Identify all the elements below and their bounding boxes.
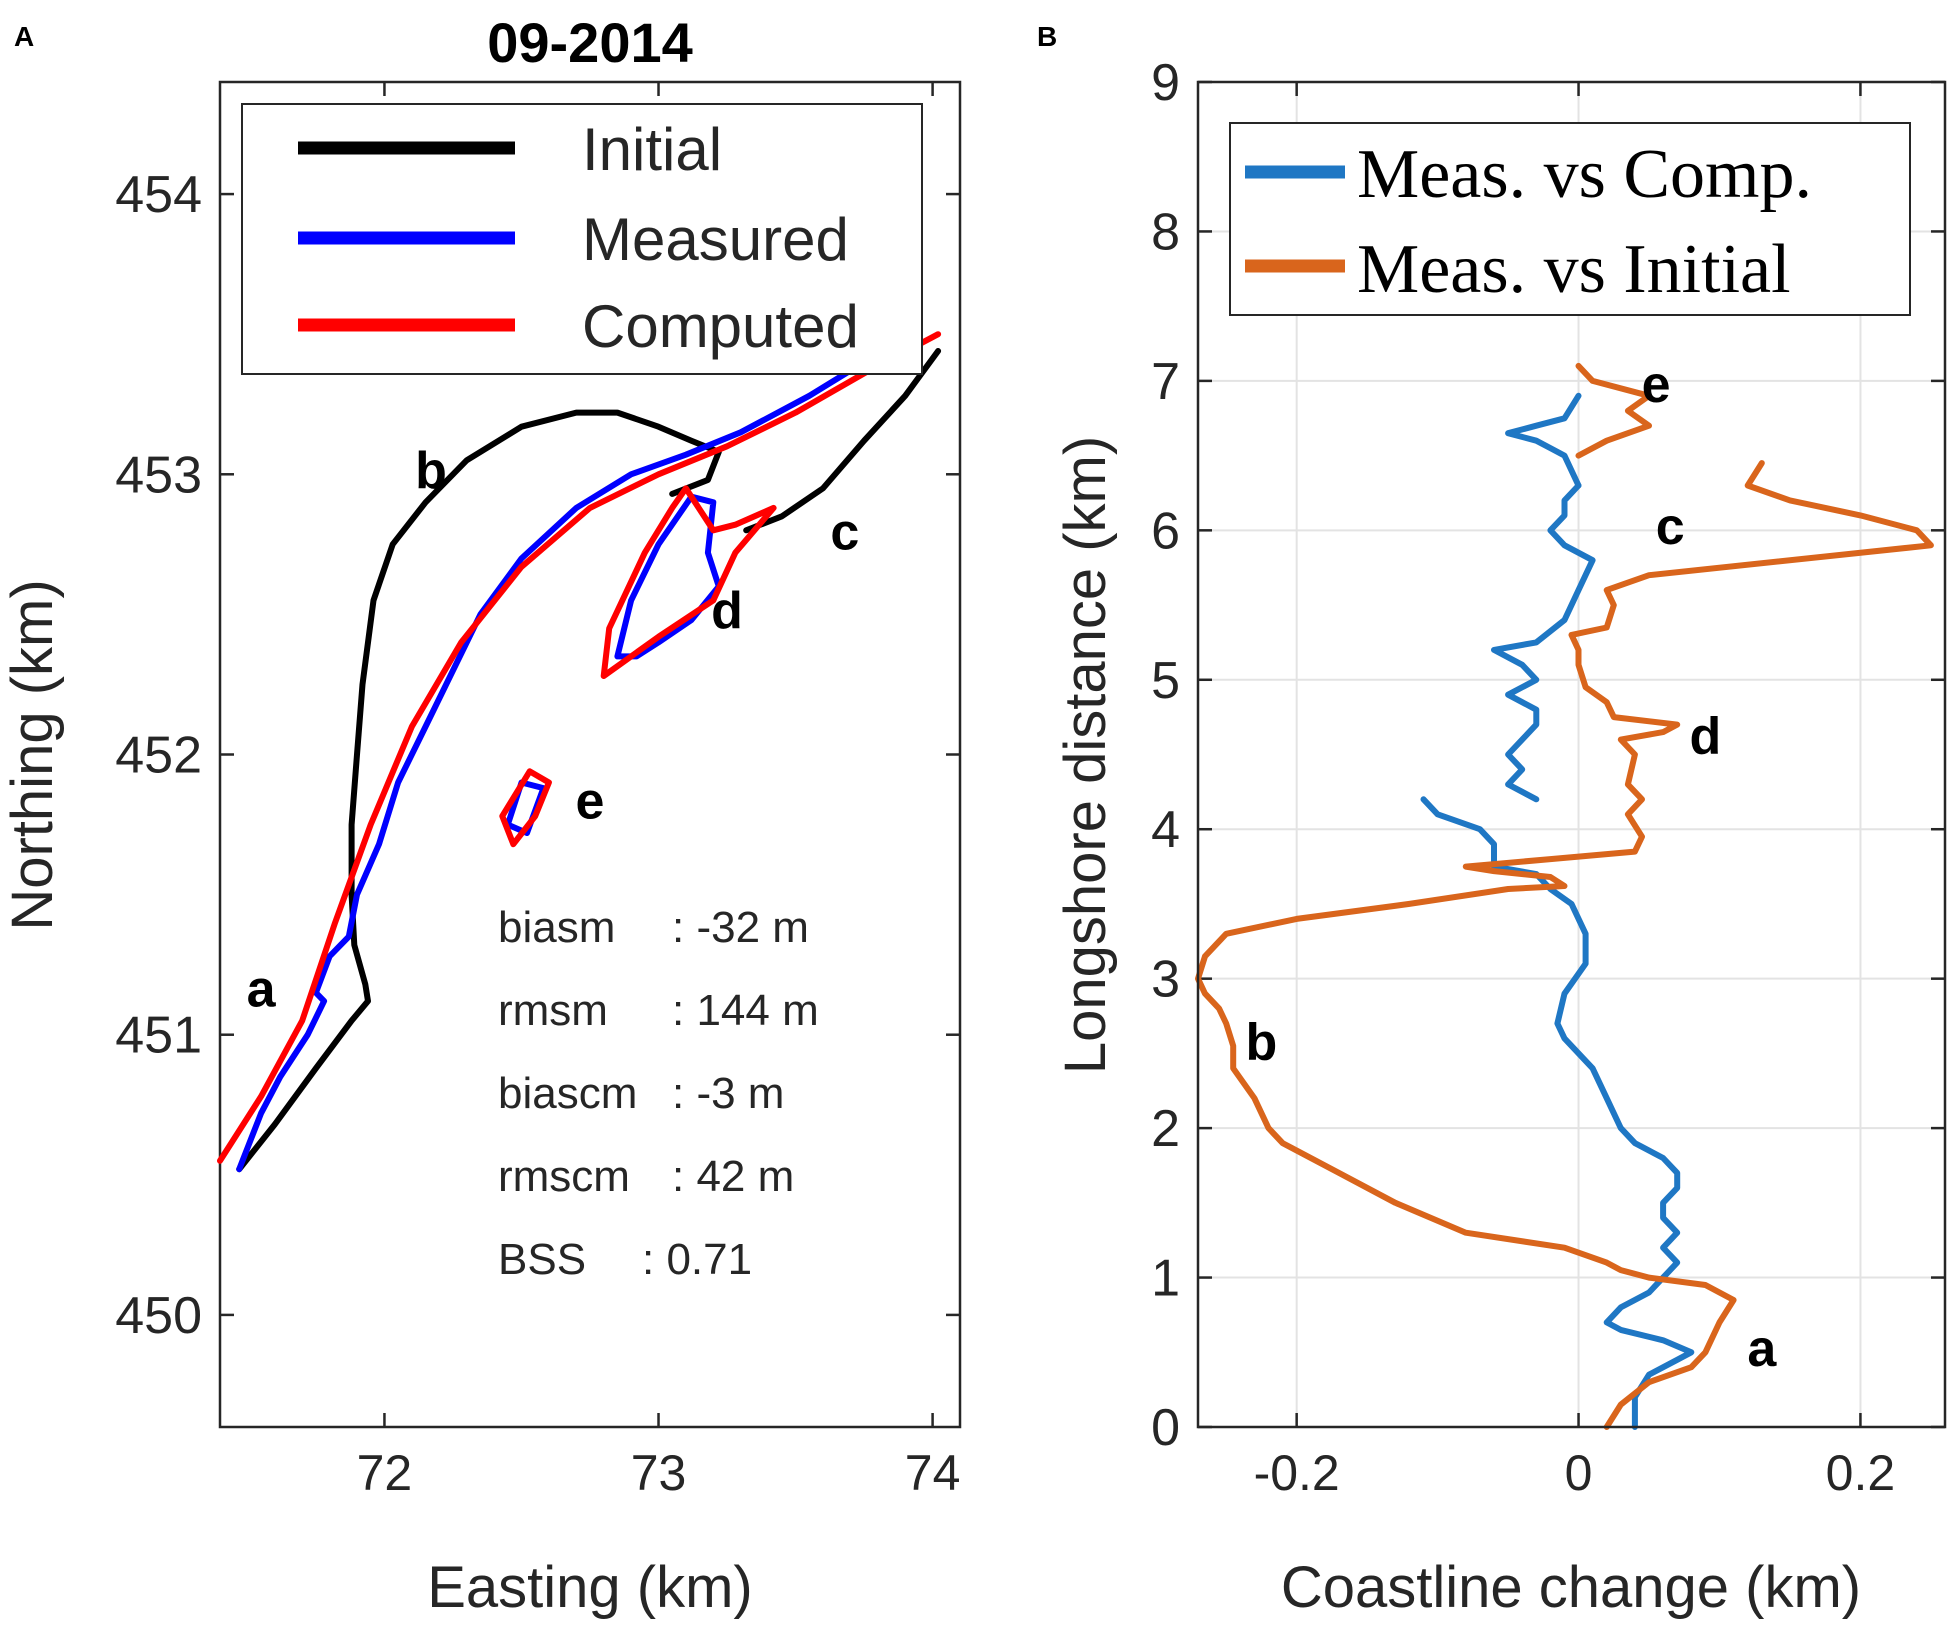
legend-label-measured: Measured	[582, 206, 849, 273]
stat-label-biasm: biasm	[498, 903, 615, 952]
panel-a-annotations: a b c d e	[247, 442, 860, 1018]
series-line-initial	[743, 348, 942, 534]
panel-a-x-axis-label: Easting (km)	[427, 1555, 753, 1620]
y-tick-label: 3	[1151, 951, 1180, 1009]
y-tick-label: 0	[1151, 1399, 1180, 1457]
x-tick-label: -0.2	[1254, 1445, 1340, 1501]
stat-label-bss: BSS	[498, 1235, 586, 1284]
annotation-label-a: a	[1747, 1320, 1777, 1378]
annotation-label-b: b	[415, 442, 447, 500]
panel-letter-a: A	[14, 21, 34, 52]
series-line-meas-vs-comp	[1491, 482, 1596, 803]
panel-b-annotations: a b c d e	[1246, 356, 1778, 1378]
y-tick-label: 9	[1151, 54, 1180, 112]
panel-b-y-axis-label: Longshore distance (km)	[1053, 436, 1118, 1074]
panel-b-legend: Meas. vs Comp. Meas. vs Initial	[1229, 122, 1911, 316]
series-line-computed	[217, 331, 942, 1164]
y-tick-label: 7	[1151, 353, 1180, 411]
y-tick-label: 453	[115, 446, 202, 504]
y-tick-label: 450	[115, 1287, 202, 1345]
series-line-meas-vs-initial	[1575, 362, 1652, 459]
annotation-label-a: a	[247, 960, 277, 1018]
y-tick-label: 454	[115, 166, 202, 224]
stat-value-bss: : 0.71	[642, 1235, 752, 1284]
panel-a: 09-2014 72 73 74 450 451 452 453 454 a b c d e East…	[0, 11, 962, 1620]
y-tick-label: 452	[115, 727, 202, 785]
stat-value-biascm: : -3 m	[672, 1069, 784, 1118]
series-line-computed	[600, 485, 777, 679]
panel-b-axes-frame	[1196, 80, 1947, 1429]
series-line-computed	[499, 768, 552, 848]
series-line-measured	[236, 336, 909, 1173]
x-tick-label: 72	[357, 1445, 413, 1501]
annotation-label-e: e	[1642, 356, 1671, 414]
panel-a-ticks: 72 73 74 450 451 452 453 454	[115, 82, 960, 1501]
panel-b-x-axis-label: Coastline change (km)	[1281, 1555, 1861, 1620]
stat-label-biascm: biascm	[498, 1069, 637, 1118]
y-tick-label: 1	[1151, 1250, 1180, 1308]
y-tick-label: 6	[1151, 502, 1180, 560]
panel-b-ticks: -0.2 0 0.2 0 1 2 3 4 5 6 7 8 9	[1151, 54, 1945, 1501]
y-tick-label: 2	[1151, 1100, 1180, 1158]
panel-letter-b: B	[1037, 21, 1057, 52]
x-tick-label: 0	[1565, 1445, 1593, 1501]
panel-a-lines	[217, 331, 942, 1173]
panel-a-legend: Initial Measured Computed	[241, 103, 923, 375]
legend-label-initial: Initial	[582, 116, 722, 183]
stat-value-rmscm: : 42 m	[672, 1152, 794, 1201]
y-tick-label: 5	[1151, 652, 1180, 710]
panel-a-stats: biasm : -32 m rmsm : 144 m biascm : -3 m…	[498, 903, 819, 1284]
panel-a-y-axis-label: Northing (km)	[0, 579, 65, 930]
panel-b-lines	[1195, 362, 1934, 1430]
stat-label-rmscm: rmscm	[498, 1152, 630, 1201]
annotation-label-c: c	[1656, 498, 1685, 556]
legend-label-meas-vs-initial: Meas. vs Initial	[1357, 231, 1791, 308]
y-tick-label: 4	[1151, 801, 1180, 859]
annotation-label-c: c	[830, 504, 859, 562]
y-tick-label: 8	[1151, 203, 1180, 261]
series-line-initial	[236, 409, 722, 1173]
stat-value-biasm: : -32 m	[672, 903, 809, 952]
annotation-label-d: d	[1690, 707, 1722, 765]
x-tick-label: 0.2	[1826, 1445, 1896, 1501]
stat-value-rmsm: : 144 m	[672, 986, 819, 1035]
panel-b-legend-box	[1229, 122, 1911, 316]
legend-label-computed: Computed	[582, 293, 859, 360]
panel-a-title: 09-2014	[487, 11, 693, 74]
annotation-label-e: e	[576, 773, 605, 831]
annotation-label-b: b	[1246, 1014, 1278, 1072]
panel-b: -0.2 0 0.2 0 1 2 3 4 5 6 7 8 9 a b c d e Coastline chang…	[1053, 54, 1947, 1620]
series-line-meas-vs-initial	[1195, 460, 1934, 1430]
series-line-measured	[614, 493, 722, 660]
series-line-meas-vs-comp	[1505, 392, 1582, 489]
x-tick-label: 74	[905, 1445, 961, 1501]
x-tick-label: 73	[631, 1445, 687, 1501]
legend-label-meas-vs-comp: Meas. vs Comp.	[1357, 136, 1812, 213]
annotation-label-d: d	[711, 582, 743, 640]
y-tick-label: 451	[115, 1007, 202, 1065]
stat-label-rmsm: rmsm	[498, 986, 608, 1035]
